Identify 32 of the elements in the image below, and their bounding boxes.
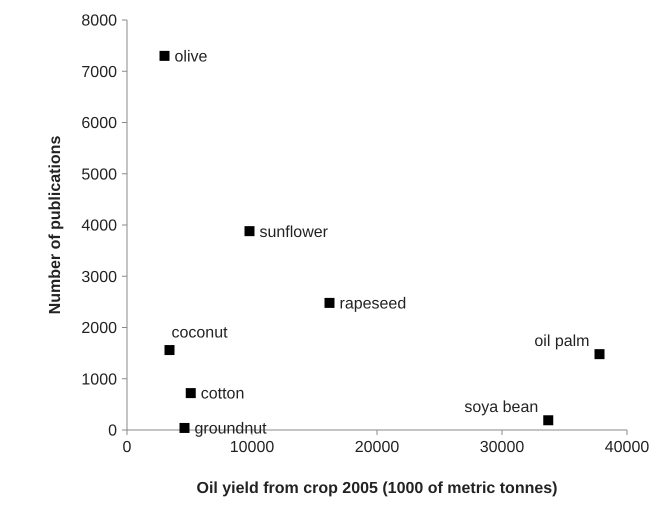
x-axis-title: Oil yield from crop 2005 (1000 of metric tonnes) bbox=[196, 480, 558, 497]
y-tick-label: 6000 bbox=[81, 115, 118, 132]
annotation: cotton bbox=[200, 386, 244, 403]
point bbox=[324, 298, 334, 308]
x-tick-label: 0 bbox=[122, 439, 132, 456]
point bbox=[180, 422, 190, 433]
point bbox=[164, 345, 174, 356]
point bbox=[186, 388, 196, 398]
y-tick-label: 4000 bbox=[81, 218, 118, 235]
x-tick-label: 40000 bbox=[604, 439, 650, 456]
point bbox=[543, 415, 554, 426]
y-tick-label: 8000 bbox=[81, 12, 118, 30]
annotation: oil palm bbox=[534, 332, 590, 350]
point bbox=[160, 50, 170, 61]
annotation: olive bbox=[174, 48, 208, 66]
annotation: groundnut bbox=[194, 420, 268, 438]
y-tick-label: 2000 bbox=[81, 320, 118, 338]
point bbox=[244, 226, 254, 236]
y-tick-label: 7000 bbox=[81, 64, 118, 81]
x-tick-label: 30000 bbox=[480, 439, 524, 456]
annotation: soya bean bbox=[464, 398, 538, 416]
y-axis-title: Number of publications bbox=[47, 136, 64, 314]
x-tick-label: 20000 bbox=[354, 439, 400, 456]
annotation: sunflower bbox=[260, 224, 329, 241]
point bbox=[594, 349, 604, 360]
annotation: coconut bbox=[172, 324, 228, 342]
y-tick-label: 0 bbox=[108, 422, 118, 440]
x-tick-label: 10000 bbox=[230, 439, 274, 456]
annotation: rapeseed bbox=[340, 296, 406, 312]
y-tick-label: 5000 bbox=[81, 166, 118, 184]
y-tick-label: 3000 bbox=[81, 268, 118, 286]
y-tick-label: 1000 bbox=[81, 371, 118, 388]
